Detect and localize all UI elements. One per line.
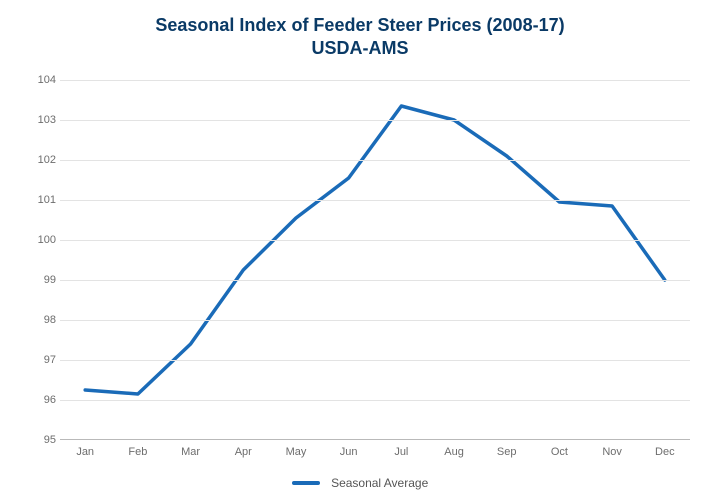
y-tick-label: 96	[26, 394, 56, 406]
chart-title-line1: Seasonal Index of Feeder Steer Prices (2…	[0, 14, 720, 37]
plot-area: 9596979899100101102103104JanFebMarAprMay…	[60, 80, 690, 440]
y-tick-label: 103	[26, 114, 56, 126]
gridline	[60, 120, 690, 121]
gridline	[60, 320, 690, 321]
y-tick-label: 99	[26, 274, 56, 286]
y-tick-label: 97	[26, 354, 56, 366]
x-tick-label: Feb	[128, 446, 147, 458]
x-tick-label: Apr	[235, 446, 252, 458]
y-tick-label: 104	[26, 74, 56, 86]
gridline	[60, 160, 690, 161]
chart-container: Seasonal Index of Feeder Steer Prices (2…	[0, 0, 720, 500]
legend-label: Seasonal Average	[331, 476, 428, 490]
y-tick-label: 100	[26, 234, 56, 246]
x-tick-label: Oct	[551, 446, 568, 458]
y-tick-label: 95	[26, 434, 56, 446]
legend-swatch	[292, 481, 320, 485]
y-tick-label: 98	[26, 314, 56, 326]
x-tick-label: Mar	[181, 446, 200, 458]
y-tick-label: 101	[26, 194, 56, 206]
x-tick-label: Dec	[655, 446, 675, 458]
chart-title-line2: USDA-AMS	[0, 37, 720, 60]
chart-title: Seasonal Index of Feeder Steer Prices (2…	[0, 0, 720, 59]
x-tick-label: Jul	[394, 446, 408, 458]
gridline	[60, 280, 690, 281]
x-tick-label: Jun	[340, 446, 358, 458]
y-tick-label: 102	[26, 154, 56, 166]
x-tick-label: Jan	[76, 446, 94, 458]
gridline	[60, 80, 690, 81]
legend: Seasonal Average	[0, 475, 720, 490]
line-series-seasonal-average	[85, 106, 665, 394]
x-tick-label: Nov	[602, 446, 622, 458]
gridline	[60, 360, 690, 361]
x-tick-label: Aug	[444, 446, 464, 458]
line-series-svg	[60, 80, 690, 440]
gridline	[60, 200, 690, 201]
x-tick-label: May	[286, 446, 307, 458]
x-tick-label: Sep	[497, 446, 517, 458]
gridline	[60, 400, 690, 401]
gridline	[60, 240, 690, 241]
